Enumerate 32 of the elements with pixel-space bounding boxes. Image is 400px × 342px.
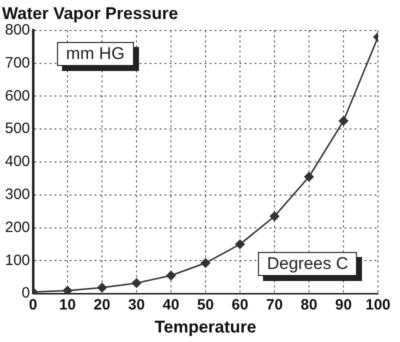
x-tick-label: 50 <box>197 296 214 314</box>
point <box>132 278 142 288</box>
y-tick-label: 200 <box>4 218 30 236</box>
x-tick-label: 60 <box>232 296 248 314</box>
x-tick-label: 70 <box>266 296 283 314</box>
point <box>338 116 348 126</box>
y-tick-label: 800 <box>4 22 30 39</box>
x-tick-label: 30 <box>128 296 145 314</box>
y-tick-label: 100 <box>4 252 30 269</box>
point <box>166 270 176 280</box>
y-tick-label: 300 <box>4 186 30 204</box>
point <box>235 240 245 249</box>
chart-title: Water Vapor Pressure <box>2 4 178 23</box>
y-tick-label: 500 <box>4 120 30 138</box>
x-tick-label: 100 <box>365 296 391 314</box>
x-axis-title: Temperature <box>154 317 256 336</box>
x-tick-label: 80 <box>300 296 318 314</box>
point <box>270 212 280 222</box>
point <box>304 172 314 182</box>
point <box>62 286 72 294</box>
y-tick-label: 400 <box>4 153 30 170</box>
annotation: Degrees C <box>258 252 358 276</box>
point <box>200 258 210 268</box>
x-tick-label: 20 <box>94 296 110 314</box>
point <box>97 282 107 292</box>
y-axis-title: mm HG <box>57 42 134 66</box>
y-tick-label: 0 <box>22 284 30 302</box>
x-tick-label: 90 <box>335 296 352 314</box>
y-tick-label: 600 <box>4 87 30 104</box>
x-tick-label: 40 <box>162 296 180 314</box>
y-tick-label: 700 <box>4 54 30 72</box>
x-tick-label: 10 <box>59 296 76 314</box>
